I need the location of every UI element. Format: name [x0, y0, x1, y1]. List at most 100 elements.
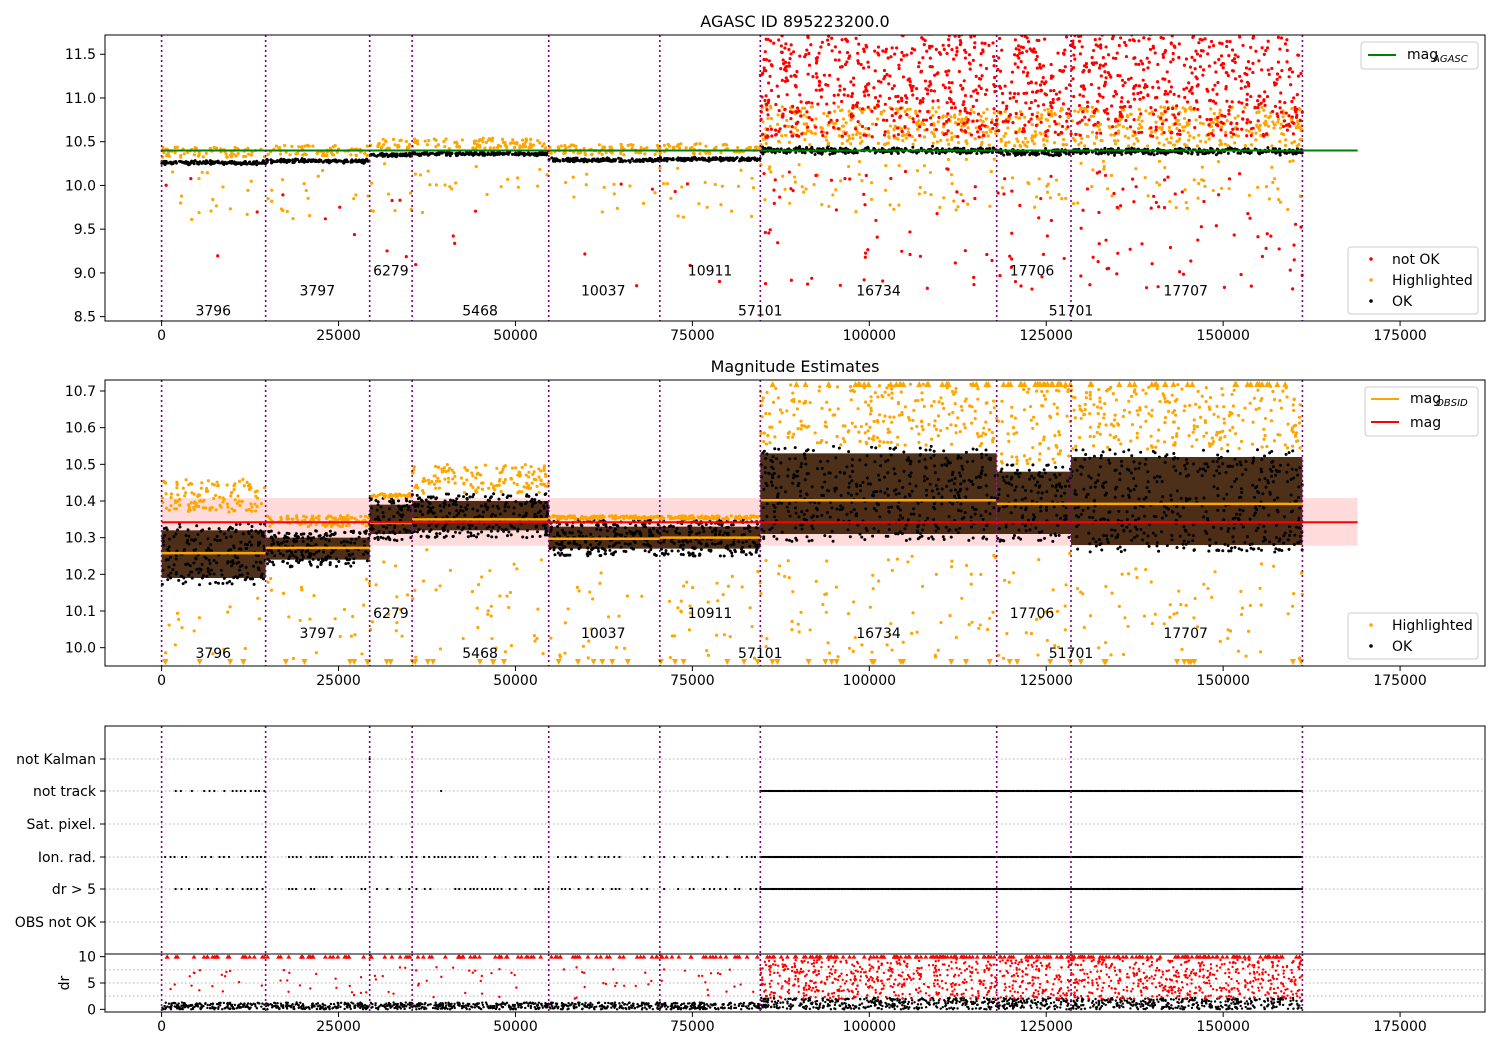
- ok-point: [813, 152, 817, 156]
- highlighted-point: [352, 197, 356, 201]
- not-ok-point: [1154, 200, 1158, 205]
- not-ok-point: [862, 49, 866, 54]
- highlighted-point: [641, 201, 646, 205]
- not-ok-point: [890, 86, 894, 91]
- not-ok-point: [944, 69, 948, 74]
- not-ok-point: [1222, 285, 1226, 289]
- ok-point: [345, 558, 349, 562]
- not-ok-point: [1259, 101, 1263, 105]
- obsid-label: 3797: [299, 283, 335, 299]
- highlighted-point: [763, 198, 767, 202]
- not-ok-point: [937, 115, 941, 119]
- ok-point: [277, 531, 281, 535]
- ok-point: [174, 554, 178, 558]
- not-ok-point: [785, 93, 789, 97]
- highlighted-point: [982, 111, 986, 115]
- not-ok-point: [767, 231, 771, 235]
- highlighted-point: [705, 205, 709, 209]
- not-ok-point: [1214, 224, 1218, 228]
- ok-point: [675, 157, 679, 161]
- highlighted-point: [781, 174, 785, 178]
- highlighted-point: [973, 137, 977, 141]
- highlighted-point: [653, 191, 657, 195]
- not-ok-point: [845, 51, 850, 55]
- highlighted-point: [379, 146, 383, 150]
- highlighted-point: [923, 190, 927, 195]
- highlighted-point: [274, 144, 278, 148]
- not-ok-point: [961, 86, 965, 90]
- not-ok-point: [963, 249, 967, 253]
- ok-point: [220, 160, 224, 164]
- highlighted-point: [354, 153, 358, 157]
- highlighted-point: [434, 138, 438, 142]
- highlighted-point: [894, 107, 898, 111]
- highlighted-point: [360, 652, 364, 656]
- not-ok-point: [962, 79, 966, 83]
- highlighted-point: [1121, 125, 1125, 129]
- highlighted-point: [1126, 144, 1131, 148]
- ok-point: [1190, 152, 1194, 156]
- highlighted-point: [979, 114, 983, 118]
- not-ok-point: [1139, 90, 1143, 95]
- not-ok-point: [1283, 101, 1287, 105]
- not-ok-point: [1096, 99, 1100, 103]
- not-ok-point: [1120, 78, 1125, 82]
- highlighted-point: [986, 134, 990, 138]
- x-tick-label: 100000: [843, 328, 896, 344]
- ok-point: [517, 152, 521, 156]
- not-ok-point: [827, 111, 831, 115]
- highlighted-point: [766, 116, 770, 120]
- ok-point: [342, 539, 346, 543]
- highlighted-point: [241, 477, 245, 481]
- highlighted-point: [950, 131, 954, 135]
- highlighted-point: [749, 214, 754, 219]
- not-ok-point: [992, 107, 996, 111]
- highlighted-point: [1295, 119, 1300, 124]
- highlighted-point: [966, 202, 970, 206]
- ok-point: [205, 574, 209, 578]
- highlighted-point: [956, 140, 961, 145]
- highlighted-point: [436, 143, 441, 147]
- ok-point: [247, 532, 251, 536]
- ok-point: [198, 160, 202, 164]
- not-ok-point: [851, 76, 856, 80]
- not-ok-point: [776, 94, 781, 98]
- ok-point: [349, 530, 353, 534]
- highlighted-point: [985, 107, 989, 111]
- not-ok-point: [976, 130, 980, 134]
- not-ok-point: [1245, 92, 1249, 96]
- not-ok-point: [1225, 39, 1229, 43]
- not-ok-point: [897, 63, 901, 67]
- not-ok-point: [1151, 85, 1155, 89]
- highlighted-point: [266, 152, 270, 156]
- not-ok-point: [864, 133, 868, 137]
- not-ok-point: [1249, 133, 1253, 138]
- ok-point: [293, 158, 297, 162]
- highlighted-point: [1286, 207, 1290, 212]
- ok-point: [632, 159, 636, 163]
- highlighted-point: [600, 152, 604, 156]
- highlighted-point: [259, 502, 263, 506]
- ok-point: [230, 527, 234, 531]
- not-ok-point: [908, 230, 912, 234]
- not-ok-point: [1145, 56, 1149, 60]
- not-ok-point: [1160, 122, 1164, 126]
- highlighted-point: [1220, 186, 1224, 190]
- ok-point: [425, 151, 429, 155]
- not-ok-point: [1245, 121, 1249, 125]
- not-ok-point: [1233, 60, 1237, 64]
- highlighted-point: [1270, 144, 1274, 148]
- highlighted-point: [562, 151, 566, 155]
- not-ok-point: [1154, 128, 1158, 132]
- not-ok-point: [1115, 272, 1119, 276]
- not-ok-point: [887, 82, 891, 86]
- not-ok-point: [1226, 74, 1230, 78]
- not-ok-point: [1014, 111, 1018, 116]
- highlighted-point: [672, 145, 676, 149]
- highlighted-point: [202, 498, 206, 502]
- not-ok-point: [1039, 89, 1043, 93]
- not-ok-point: [888, 74, 892, 78]
- not-ok-point: [892, 134, 896, 138]
- not-ok-point: [1082, 64, 1087, 68]
- highlighted-point: [1015, 137, 1019, 141]
